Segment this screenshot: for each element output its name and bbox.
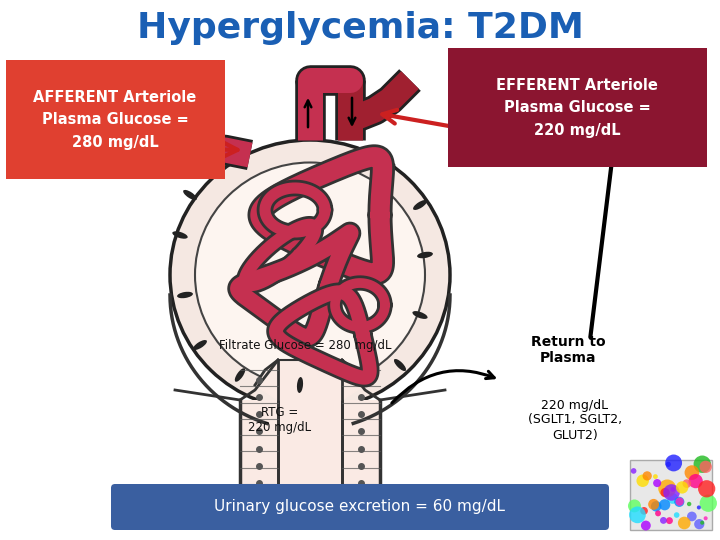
Circle shape — [694, 519, 704, 529]
Ellipse shape — [172, 231, 188, 239]
Text: Urinary glucose excretion = 60 mg/dL: Urinary glucose excretion = 60 mg/dL — [215, 500, 505, 515]
Circle shape — [670, 487, 675, 492]
Circle shape — [658, 480, 676, 497]
Text: AFFERENT Arteriole
Plasma Glucose =
280 mg/dL: AFFERENT Arteriole Plasma Glucose = 280 … — [33, 90, 197, 150]
Text: 220 mg/dL
(SGLT1, SGLT2,
GLUT2): 220 mg/dL (SGLT1, SGLT2, GLUT2) — [528, 399, 622, 442]
Circle shape — [666, 517, 673, 524]
Text: Return to
Plasma: Return to Plasma — [531, 335, 606, 365]
Ellipse shape — [413, 311, 428, 319]
Circle shape — [642, 471, 652, 481]
Ellipse shape — [413, 200, 427, 210]
Ellipse shape — [193, 340, 207, 350]
Circle shape — [683, 480, 691, 488]
Circle shape — [659, 499, 670, 510]
Text: Hyperglycemia: T2DM: Hyperglycemia: T2DM — [137, 11, 583, 45]
Ellipse shape — [384, 164, 395, 177]
Bar — [278, 400, 342, 500]
Circle shape — [660, 488, 670, 497]
Ellipse shape — [336, 157, 343, 173]
Text: Filtrate Glucose = 280 mg/dL: Filtrate Glucose = 280 mg/dL — [219, 339, 391, 352]
FancyBboxPatch shape — [630, 460, 712, 530]
Polygon shape — [255, 360, 365, 400]
Circle shape — [631, 468, 636, 474]
Ellipse shape — [235, 368, 246, 382]
Circle shape — [653, 474, 658, 479]
Circle shape — [703, 516, 708, 521]
Circle shape — [674, 497, 684, 507]
Ellipse shape — [356, 373, 364, 387]
Circle shape — [628, 500, 641, 512]
Circle shape — [678, 517, 690, 529]
Circle shape — [700, 521, 704, 525]
Circle shape — [700, 461, 712, 473]
Circle shape — [676, 481, 688, 494]
Circle shape — [674, 512, 680, 518]
Circle shape — [653, 479, 661, 487]
Circle shape — [697, 505, 701, 510]
Ellipse shape — [417, 252, 433, 258]
Circle shape — [665, 455, 682, 471]
Text: RTG =
220 mg/dL: RTG = 220 mg/dL — [248, 406, 312, 434]
FancyBboxPatch shape — [111, 484, 609, 530]
Circle shape — [688, 474, 703, 488]
Circle shape — [641, 521, 651, 530]
Circle shape — [651, 501, 662, 511]
Ellipse shape — [195, 163, 425, 388]
Circle shape — [663, 484, 680, 501]
Circle shape — [687, 502, 691, 506]
Circle shape — [675, 497, 684, 506]
Circle shape — [636, 475, 649, 487]
Circle shape — [687, 511, 697, 521]
Circle shape — [700, 495, 717, 512]
Ellipse shape — [177, 292, 193, 298]
FancyBboxPatch shape — [448, 48, 707, 167]
Ellipse shape — [394, 359, 406, 371]
Circle shape — [693, 456, 711, 473]
FancyBboxPatch shape — [6, 60, 225, 179]
Circle shape — [685, 465, 699, 480]
Circle shape — [640, 507, 648, 515]
Circle shape — [629, 507, 646, 523]
Circle shape — [660, 517, 667, 524]
Text: EFFERENT Arteriole
Plasma Glucose =
220 mg/dL: EFFERENT Arteriole Plasma Glucose = 220 … — [496, 78, 658, 138]
Circle shape — [666, 462, 671, 467]
Ellipse shape — [183, 190, 197, 200]
Circle shape — [655, 510, 661, 516]
Circle shape — [648, 499, 659, 510]
Circle shape — [698, 480, 715, 497]
Circle shape — [667, 493, 678, 504]
Ellipse shape — [297, 377, 303, 393]
Bar — [240, 400, 380, 510]
Ellipse shape — [170, 140, 450, 410]
